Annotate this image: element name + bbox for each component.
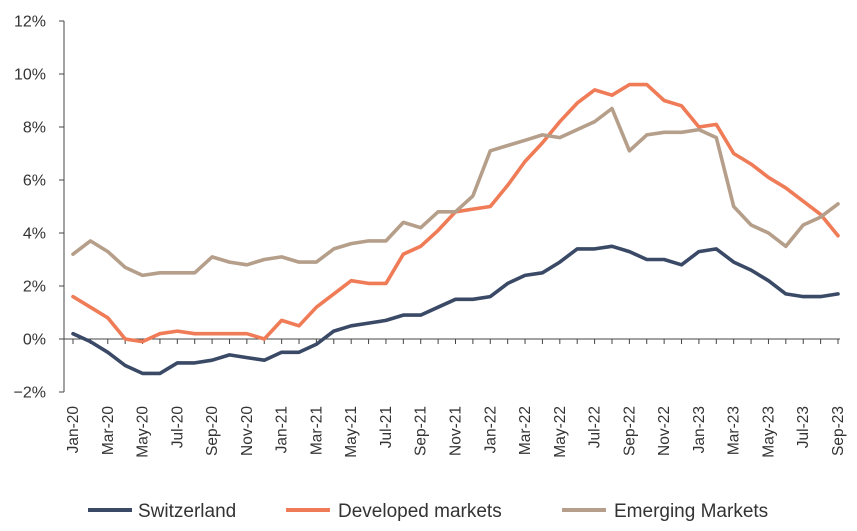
x-tick-label: Jul-23 (795, 406, 812, 448)
x-tick-label: Sep-20 (204, 406, 221, 456)
x-tick-label: Mar-21 (308, 406, 325, 455)
x-tick-label: Jan-21 (274, 406, 291, 453)
legend-label: Emerging Markets (614, 501, 768, 522)
y-tick-label: 8% (23, 120, 46, 137)
x-tick-label: Jan-23 (691, 406, 708, 453)
x-tick-label: May-21 (343, 406, 360, 458)
x-tick-label: Mar-20 (100, 406, 117, 455)
y-tick-label: 2% (23, 279, 46, 296)
y-tick-label: 10% (14, 67, 46, 84)
y-axis-labels: −2% 0% 2% 4% 6% 8% 10% 12% (14, 14, 46, 402)
y-tick-label: 4% (23, 226, 46, 243)
x-tick-label: Sep-22 (621, 406, 638, 456)
y-tick-label: −2% (14, 385, 46, 402)
x-tick-label: Nov-22 (656, 406, 673, 456)
x-tick-label: Jul-20 (169, 406, 186, 449)
legend: Switzerland Developed markets Emerging Mar… (88, 501, 768, 522)
y-tick-label: 6% (23, 173, 46, 190)
x-tick-label: Sep-21 (413, 406, 430, 456)
x-axis-labels: Jan-20 Mar-20 May-20 Jul-20 Sep-20 Nov-20 Jan-… (65, 406, 847, 458)
x-tick-label: Jul-21 (378, 406, 395, 448)
x-tick-label: Mar-23 (726, 406, 743, 455)
legend-label: Developed markets (338, 501, 502, 522)
x-tick-label: May-20 (135, 406, 152, 458)
x-tick-label: May-22 (552, 406, 569, 458)
series-line-switzerland (71, 244, 840, 376)
x-tick-label: Nov-21 (448, 406, 465, 456)
legend-label: Switzerland (138, 501, 236, 522)
series-line-emerging-markets (71, 106, 840, 278)
x-tick-label: Mar-22 (517, 406, 534, 455)
x-tick-label: Jan-20 (65, 406, 82, 454)
x-tick-label: Nov-20 (239, 406, 256, 456)
x-tick-label: Jan-22 (482, 406, 499, 453)
x-tick-label: Jul-22 (587, 406, 604, 448)
x-tick-label: May-23 (760, 406, 777, 458)
axes (59, 20, 840, 393)
y-tick-label: 0% (23, 332, 46, 349)
series-lines (71, 82, 840, 376)
y-tick-label: 12% (14, 14, 46, 31)
x-tick-label: Sep-23 (830, 406, 847, 456)
